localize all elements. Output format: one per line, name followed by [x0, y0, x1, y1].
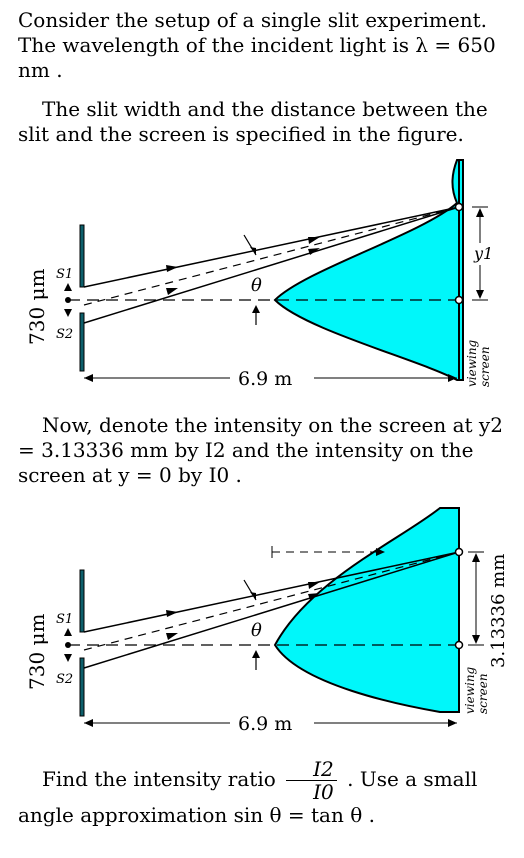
- slit-width-arrow: [64, 309, 72, 317]
- slit-barrier-bottom: [79, 312, 85, 372]
- ray-arrow: [166, 265, 178, 272]
- slit-width-arrow: [64, 628, 72, 636]
- ray-arrow: [166, 610, 178, 617]
- slit-s2-label: S2: [56, 672, 73, 687]
- ray-arrow: [308, 593, 320, 600]
- ray-arrow: [308, 237, 320, 244]
- slit-width-label: 730 μm: [25, 613, 49, 690]
- ray-lower: [83, 551, 460, 669]
- screen-label-line1: viewing: [463, 666, 477, 714]
- screen-label-line2: screen: [478, 346, 492, 387]
- slit-barrier-top: [79, 569, 85, 633]
- ray-arrow: [308, 248, 320, 255]
- theta-arrow: [250, 247, 256, 255]
- theta-arrow: [250, 592, 256, 600]
- slit-s2-label: S2: [56, 327, 73, 342]
- screen-point-origin: [454, 640, 464, 650]
- problem-setup-text: The slit width and the distance between …: [18, 97, 488, 146]
- slit-s1-label: S1: [56, 267, 73, 282]
- screen-point-y1: [454, 202, 464, 212]
- problem-intensity-text: Now, denote the intensity on the screen …: [18, 413, 503, 487]
- intensity-pattern: [273, 159, 464, 381]
- ray-upper: [83, 551, 460, 633]
- ray-center: [83, 206, 460, 306]
- slit-width-label: 730 μm: [25, 268, 49, 345]
- theta-label: θ: [251, 275, 262, 296]
- question-post-text: . Use a small angle approximation sin θ …: [18, 767, 478, 827]
- fraction-numerator: I2: [286, 758, 337, 781]
- y1-label: y1: [473, 244, 493, 263]
- slit-width-arrow: [64, 283, 72, 291]
- screen-point-origin: [454, 295, 464, 305]
- question-pre-text: Find the intensity ratio: [42, 767, 276, 791]
- figure-2-single-slit: θ S1 S2 730 μm 3.13336 mm viewing screen…: [25, 507, 509, 735]
- problem-paragraph-3: Now, denote the intensity on the screen …: [18, 413, 508, 488]
- figure-1-single-slit: θ S1 S2 730 μm y1 viewing screen 6.9 m: [25, 159, 493, 390]
- ray-center: [83, 551, 460, 651]
- slit-barrier-bottom: [79, 657, 85, 717]
- problem-paragraph-4: Find the intensity ratio I2 I0 . Use a s…: [18, 758, 508, 828]
- ray-arrow: [166, 288, 178, 295]
- y2-label: 3.13336 mm: [488, 554, 509, 668]
- slit-barrier-top: [79, 224, 85, 288]
- slit-s1-label: S1: [56, 612, 73, 627]
- ray-lower: [83, 206, 460, 324]
- slit-center-dot: [65, 297, 71, 303]
- screen-label-line1: viewing: [465, 339, 479, 387]
- slit-center-dot: [65, 642, 71, 648]
- problem-intro-text: Consider the setup of a single slit expe…: [18, 8, 496, 82]
- screen-label-line2: screen: [476, 673, 490, 714]
- ray-arrow: [166, 633, 178, 640]
- distance-label: 6.9 m: [238, 713, 292, 735]
- fraction-denominator: I0: [313, 780, 334, 804]
- intensity-pattern: [273, 507, 460, 713]
- slit-width-arrow: [64, 654, 72, 662]
- theta-arrow: [252, 650, 260, 658]
- problem-paragraph-2: The slit width and the distance between …: [18, 97, 508, 147]
- theta-arrow: [252, 305, 260, 313]
- theta-label: θ: [251, 620, 262, 641]
- intensity-ratio-fraction: I2 I0: [286, 758, 337, 803]
- screen-point-y2: [454, 547, 464, 557]
- problem-paragraph-1: Consider the setup of a single slit expe…: [18, 8, 508, 83]
- distance-label: 6.9 m: [238, 368, 292, 390]
- ray-arrow: [308, 582, 320, 589]
- ray-upper: [83, 206, 460, 288]
